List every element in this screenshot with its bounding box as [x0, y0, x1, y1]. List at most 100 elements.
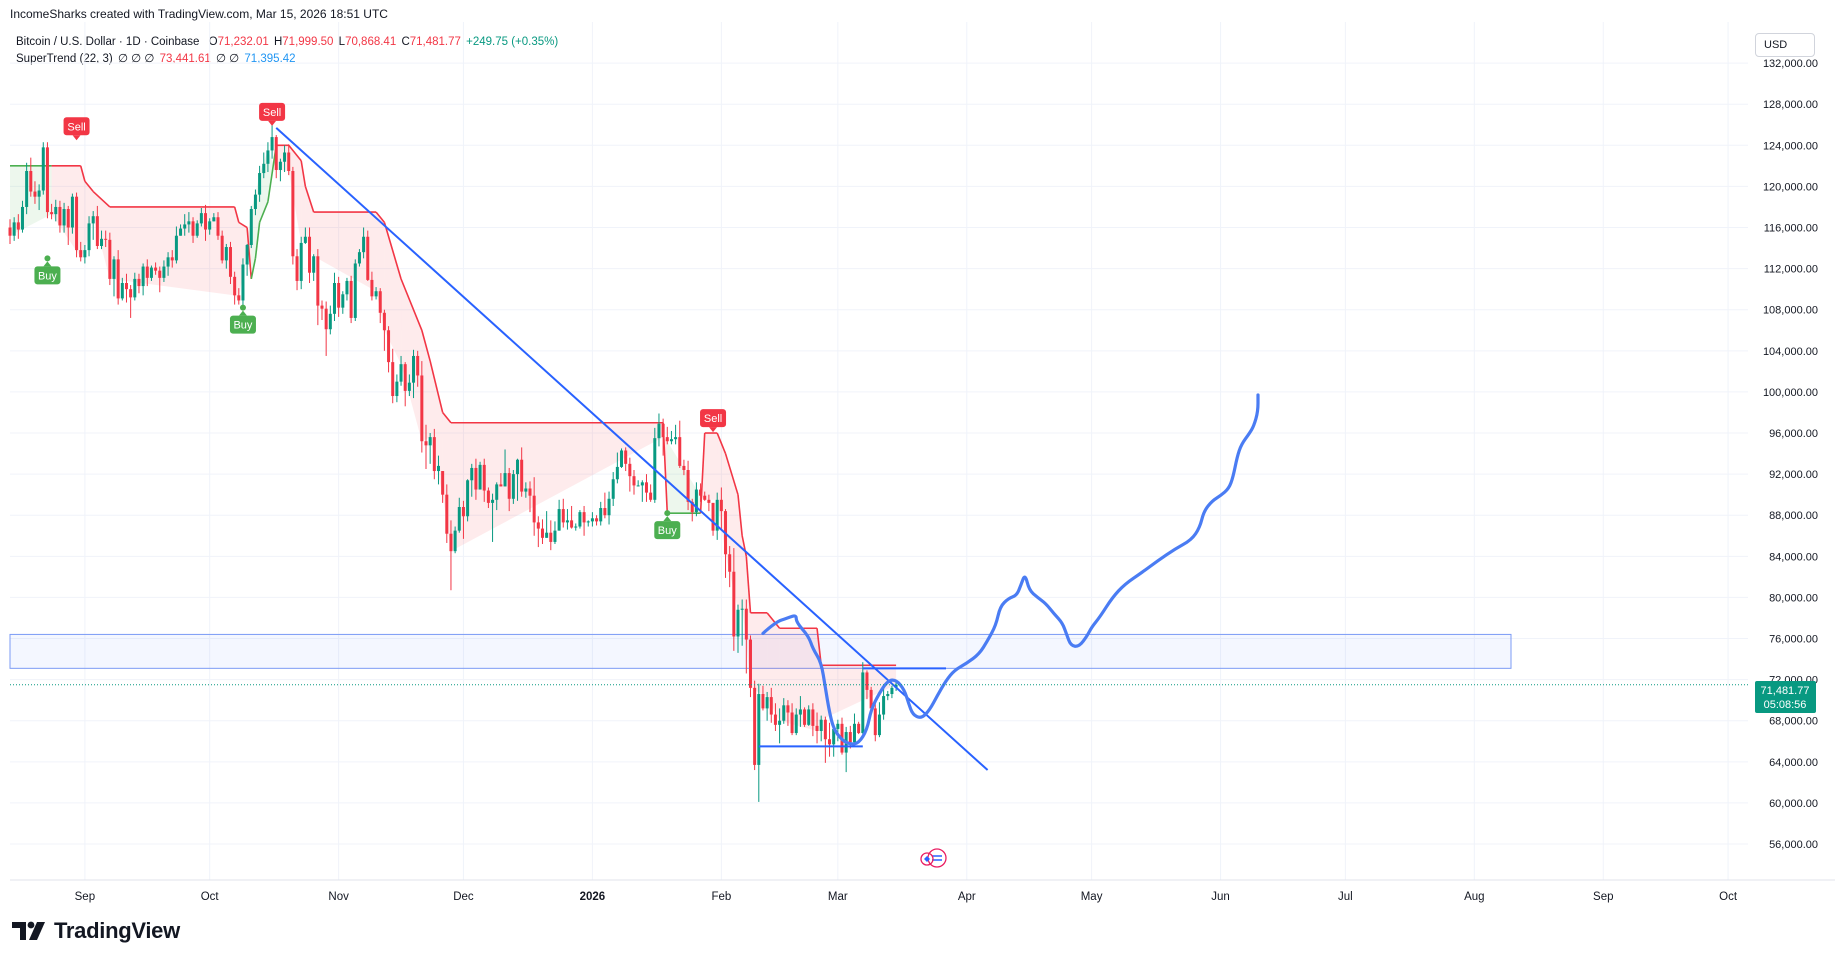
candle-body: [416, 355, 420, 376]
time-tick-label: Mar: [828, 891, 848, 903]
last-price-badge-bg: [1755, 681, 1816, 713]
candle-body: [736, 609, 740, 637]
candle-body: [748, 639, 752, 688]
candle-body: [357, 252, 361, 264]
candle-body: [865, 672, 869, 690]
candle-body: [628, 463, 632, 477]
supertrend-legend-row[interactable]: SuperTrend (22, 3) ∅ ∅ ∅ 73,441.61 ∅ ∅ 7…: [16, 51, 560, 68]
supertrend-segment: [84, 180, 94, 193]
supertrend-segment: [79, 165, 86, 182]
buy-signal-pointer: [663, 516, 672, 522]
drawings[interactable]: [10, 127, 1748, 771]
candle-body: [486, 490, 490, 503]
candle-body: [75, 196, 79, 251]
candle-body: [715, 499, 719, 531]
supertrend-fill-segment: [430, 361, 443, 495]
candle-body: [149, 267, 153, 278]
supertrend-fill-segment: [821, 665, 897, 720]
supertrend-segment: [737, 494, 743, 536]
sell-signal-pointer: [268, 120, 277, 126]
supertrend-fill-segment: [667, 441, 701, 514]
candle-body: [495, 484, 499, 500]
candle-body: [665, 437, 669, 442]
time-tick-label: Nov: [328, 891, 349, 903]
candle-body: [578, 512, 582, 527]
time-tick-label: Sep: [1593, 891, 1613, 903]
ideas-flag-icon[interactable]: [920, 848, 947, 868]
candle-body: [428, 437, 432, 446]
candle-body: [811, 709, 815, 726]
candle-body: [632, 476, 636, 486]
candle-body: [690, 501, 694, 513]
supertrend-segment: [304, 186, 315, 213]
candle-body: [187, 221, 191, 225]
candle-body: [753, 687, 757, 765]
close-label: C: [401, 36, 410, 48]
candle-body: [832, 728, 836, 745]
time-tick-label: Oct: [201, 891, 220, 903]
candle-body: [815, 725, 819, 732]
price-tick-label: 68,000.00: [1769, 716, 1818, 728]
candle-body: [757, 694, 761, 765]
candle-body: [233, 276, 237, 296]
candle-body: [212, 217, 216, 222]
candle-body: [195, 223, 199, 236]
supertrend-segment: [246, 227, 253, 279]
candle-body: [873, 708, 877, 736]
sell-signal-bg: [700, 409, 727, 428]
price-tick-label: 76,000.00: [1769, 634, 1818, 646]
symbol-legend-row[interactable]: Bitcoin / U.S. Dollar · 1D · Coinbase O7…: [16, 34, 560, 51]
legend: Bitcoin / U.S. Dollar · 1D · Coinbase O7…: [16, 34, 560, 68]
candle-body: [337, 282, 341, 308]
candle-body: [794, 714, 798, 734]
candle-body: [245, 244, 249, 265]
candle-body: [819, 719, 823, 732]
price-tick-label: 116,000.00: [1764, 223, 1818, 235]
tradingview-logo-text: TradingView: [54, 918, 180, 943]
candle-body: [890, 687, 894, 695]
candle-body: [678, 437, 682, 466]
candle-body: [378, 291, 382, 313]
candle-body: [91, 216, 95, 224]
candle-body: [803, 709, 807, 725]
price-tick-label: 124,000.00: [1763, 140, 1818, 152]
candle-body: [499, 484, 503, 487]
candle-body: [274, 137, 278, 170]
buy-signal-label: Buy: [233, 320, 252, 332]
candle-body: [29, 170, 33, 192]
candle-body: [145, 266, 149, 278]
supertrend-fill-segment: [10, 165, 52, 236]
supertrend-segment: [375, 211, 386, 223]
supertrend-segment: [250, 258, 257, 280]
candle-body: [8, 227, 12, 236]
candle-body: [782, 705, 786, 721]
candle-body: [520, 459, 524, 492]
candle-body: [387, 330, 391, 363]
buy-signal-label: Buy: [38, 270, 57, 282]
sell-signal-pointer: [709, 427, 718, 433]
candle-body: [565, 520, 569, 523]
buy-signal-bg: [654, 521, 681, 540]
close-value: 71,481.77: [409, 36, 461, 48]
candle-body: [349, 280, 353, 318]
currency-button[interactable]: USD: [1755, 33, 1815, 57]
range-zone[interactable]: [9, 633, 1512, 669]
supertrend-line: [10, 144, 897, 667]
candle-body: [549, 532, 553, 542]
candle-body: [270, 137, 274, 151]
candle-body: [208, 221, 212, 230]
price-axis[interactable]: 132,000.00 128,000.00 124,000.00 120,000.00…: [1763, 58, 1818, 851]
candle-body: [83, 250, 87, 258]
candle-body: [158, 270, 162, 278]
time-axis[interactable]: Sep Oct Nov Dec 2026 Feb Mar Apr May Jun Jul Aug Sep…: [10, 879, 1835, 903]
candle-body: [765, 697, 769, 709]
price-tick-label: 88,000.00: [1769, 510, 1818, 522]
candle-body: [100, 238, 104, 247]
candle-body: [478, 464, 482, 490]
candle-body: [374, 291, 378, 297]
tradingview-logo[interactable]: TradingView: [12, 918, 180, 944]
candle-body: [640, 482, 644, 486]
candle-body: [295, 256, 299, 281]
supertrend-segment: [716, 432, 727, 454]
